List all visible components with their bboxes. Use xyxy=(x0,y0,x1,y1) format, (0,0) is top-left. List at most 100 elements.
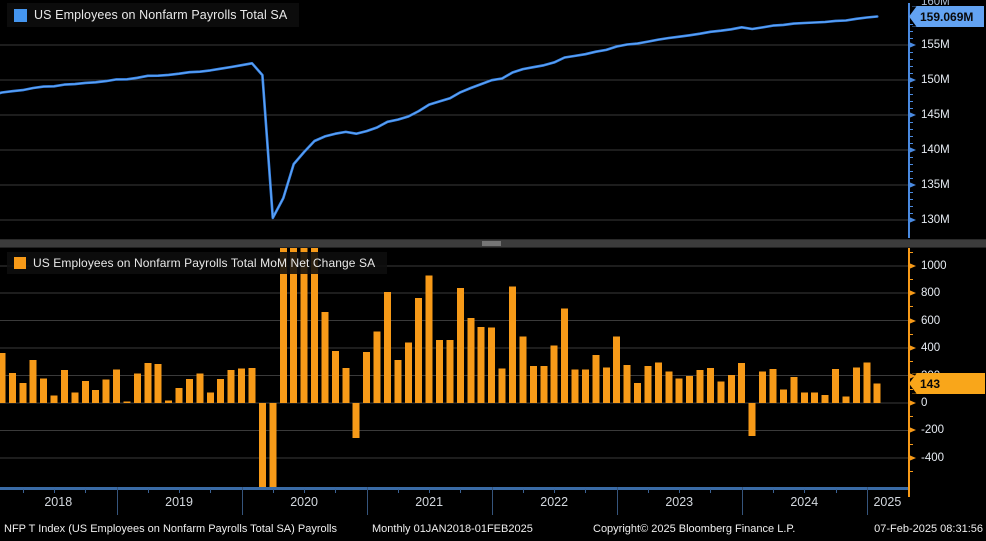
net-change-bar[interactable] xyxy=(269,403,277,490)
top-legend[interactable]: US Employees on Nonfarm Payrolls Total S… xyxy=(7,3,300,27)
year-separator xyxy=(491,487,493,515)
net-change-bar[interactable] xyxy=(279,246,287,403)
net-change-bar[interactable] xyxy=(123,401,131,403)
net-change-bar[interactable] xyxy=(311,246,318,403)
net-change-bar[interactable] xyxy=(404,342,412,403)
net-change-bar[interactable] xyxy=(238,368,246,403)
net-change-bar[interactable] xyxy=(217,379,225,403)
net-change-bar[interactable] xyxy=(331,350,339,403)
net-change-bar[interactable] xyxy=(675,378,683,403)
net-change-bar[interactable] xyxy=(696,370,704,403)
net-change-bar[interactable] xyxy=(488,327,496,404)
net-change-bar-chart[interactable] xyxy=(0,246,908,490)
net-change-bar[interactable] xyxy=(665,371,673,403)
net-change-bar[interactable] xyxy=(686,376,694,403)
net-change-bar[interactable] xyxy=(415,298,423,403)
minor-tick xyxy=(909,23,913,25)
net-change-bar[interactable] xyxy=(321,311,329,403)
net-change-bar[interactable] xyxy=(102,379,110,403)
net-change-bar[interactable] xyxy=(748,403,756,436)
net-change-bar[interactable] xyxy=(19,383,27,403)
net-change-bar[interactable] xyxy=(0,352,6,403)
net-change-bar[interactable] xyxy=(300,246,308,403)
bottom-legend[interactable]: US Employees on Nonfarm Payrolls Total M… xyxy=(7,252,388,274)
net-change-bar[interactable] xyxy=(258,403,266,490)
net-change-bar[interactable] xyxy=(373,331,381,403)
net-change-bar[interactable] xyxy=(821,395,829,403)
top-legend-label: US Employees on Nonfarm Payrolls Total S… xyxy=(34,8,288,22)
net-change-bar[interactable] xyxy=(436,339,444,403)
net-change-bar[interactable] xyxy=(654,362,662,404)
net-change-bar[interactable] xyxy=(92,390,100,403)
net-change-bar[interactable] xyxy=(50,395,58,404)
year-label: 2024 xyxy=(790,495,819,509)
net-change-bar[interactable] xyxy=(342,368,350,403)
status-periodicity: Monthly 01JAN2018-01FEB2025 xyxy=(372,523,533,535)
net-change-bar[interactable] xyxy=(550,345,558,403)
net-change-bar[interactable] xyxy=(852,367,860,403)
net-change-bar[interactable] xyxy=(446,339,454,403)
net-change-bar[interactable] xyxy=(290,246,298,403)
net-change-bar[interactable] xyxy=(602,367,610,403)
net-change-bar[interactable] xyxy=(186,379,193,403)
net-change-bar[interactable] xyxy=(738,363,746,403)
net-change-bar[interactable] xyxy=(477,326,485,403)
net-change-bar[interactable] xyxy=(144,363,152,403)
net-change-bar[interactable] xyxy=(592,355,600,403)
net-change-bar[interactable] xyxy=(717,381,725,403)
panel-divider-handle[interactable] xyxy=(482,241,501,246)
net-change-bar[interactable] xyxy=(81,381,89,403)
bottom-legend-label: US Employees on Nonfarm Payrolls Total M… xyxy=(33,256,376,270)
net-change-bar[interactable] xyxy=(154,363,162,403)
net-change-bar[interactable] xyxy=(60,370,68,403)
net-change-bar[interactable] xyxy=(425,275,433,403)
net-change-bar[interactable] xyxy=(613,336,621,404)
minor-tick xyxy=(909,93,913,95)
net-change-bar[interactable] xyxy=(727,374,735,403)
net-change-bar[interactable] xyxy=(842,396,850,403)
net-change-bar[interactable] xyxy=(133,373,141,404)
status-copyright: Copyright© 2025 Bloomberg Finance L.P. xyxy=(593,523,796,535)
net-change-bar[interactable] xyxy=(363,352,371,403)
net-change-bar[interactable] xyxy=(769,369,777,403)
net-change-bar[interactable] xyxy=(623,365,631,403)
net-change-bar[interactable] xyxy=(561,308,569,403)
payrolls-line-highlight xyxy=(0,16,878,219)
net-change-bar[interactable] xyxy=(206,392,214,403)
payrolls-line-chart[interactable] xyxy=(0,0,908,239)
net-change-bar[interactable] xyxy=(832,369,839,403)
net-change-bar[interactable] xyxy=(394,359,402,403)
net-change-bar[interactable] xyxy=(384,291,391,403)
net-change-bar[interactable] xyxy=(29,359,37,403)
net-change-bar[interactable] xyxy=(707,368,714,403)
net-change-bar[interactable] xyxy=(519,336,527,404)
net-change-bar[interactable] xyxy=(634,383,641,403)
net-change-bar[interactable] xyxy=(175,387,183,403)
net-change-bar[interactable] xyxy=(227,370,235,403)
net-change-bar[interactable] xyxy=(779,389,787,403)
net-change-bar[interactable] xyxy=(509,286,516,403)
net-change-bar[interactable] xyxy=(40,378,48,403)
net-change-bar[interactable] xyxy=(113,369,120,403)
major-tick-icon xyxy=(909,290,916,297)
net-change-bar[interactable] xyxy=(352,403,360,438)
net-change-bar[interactable] xyxy=(456,287,464,403)
net-change-bar[interactable] xyxy=(467,317,475,403)
net-change-bar[interactable] xyxy=(248,368,256,403)
net-change-bar[interactable] xyxy=(498,368,506,403)
net-change-bar[interactable] xyxy=(581,369,589,403)
net-change-bar[interactable] xyxy=(8,372,16,403)
net-change-bar[interactable] xyxy=(863,362,871,403)
net-change-bar[interactable] xyxy=(529,366,537,403)
net-change-bar[interactable] xyxy=(644,366,652,403)
net-change-bar[interactable] xyxy=(571,369,579,403)
net-change-bar[interactable] xyxy=(540,366,548,403)
net-change-bar[interactable] xyxy=(165,400,173,403)
net-change-bar[interactable] xyxy=(71,392,79,403)
net-change-bar[interactable] xyxy=(873,383,881,403)
net-change-bar[interactable] xyxy=(790,377,798,403)
net-change-bar[interactable] xyxy=(759,371,767,403)
net-change-bar[interactable] xyxy=(196,373,204,404)
net-change-bar[interactable] xyxy=(811,392,819,403)
net-change-bar[interactable] xyxy=(800,392,808,403)
